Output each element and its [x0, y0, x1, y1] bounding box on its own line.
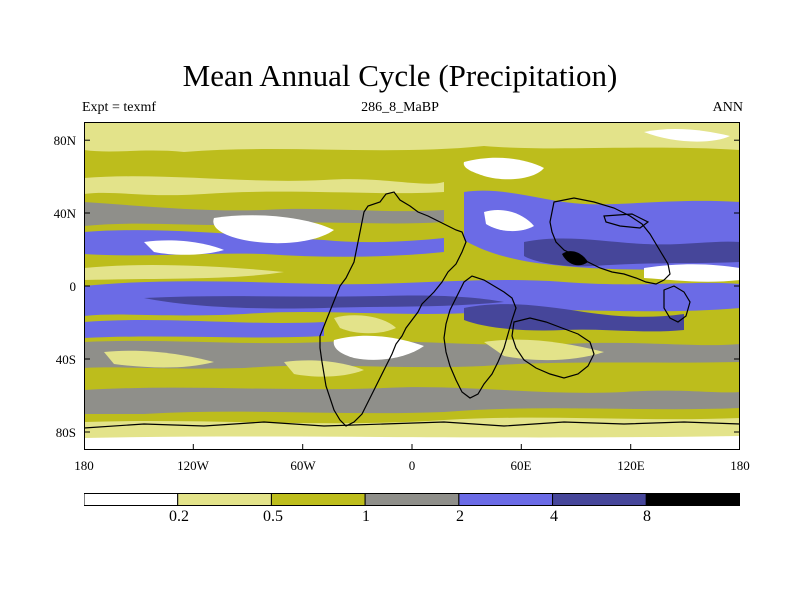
- experiment-label: Expt = texmf: [82, 100, 156, 115]
- map-title: Mean Annual Cycle (Precipitation): [182, 58, 618, 93]
- season-label: ANN: [712, 100, 743, 115]
- lat-label-80s: 80S: [55, 425, 76, 440]
- lon-label-60w: 60W: [290, 458, 316, 473]
- colorbar-box-3: [364, 493, 460, 506]
- lat-label-40s: 40S: [55, 352, 76, 367]
- lon-label-180e: 180: [730, 458, 750, 473]
- colorbar-box-6: [645, 493, 740, 506]
- lat-label-0: 0: [69, 279, 77, 294]
- colorbar-label-0: 0.2: [169, 508, 189, 525]
- period-label: 286_8_MaBP: [361, 100, 439, 115]
- lon-label-120w: 120W: [177, 458, 209, 473]
- lon-label-0: 0: [408, 458, 416, 473]
- colorbar-box-5: [552, 493, 647, 506]
- lon-label-60e: 60E: [510, 458, 532, 473]
- colorbar-box-0: [84, 493, 179, 506]
- precipitation-map: [84, 122, 740, 450]
- colorbar-label-3: 2: [456, 508, 464, 525]
- lon-label-120e: 120E: [617, 458, 645, 473]
- colorbar-label-1: 0.5: [263, 508, 283, 525]
- colorbar-label-5: 8: [643, 508, 651, 525]
- lat-label-80n: 80N: [53, 133, 76, 148]
- colorbar-box-2: [270, 493, 366, 506]
- colorbar-box-1: [177, 493, 272, 506]
- colorbar-box-4: [458, 493, 554, 506]
- colorbar-label-2: 1: [362, 508, 370, 525]
- lat-label-40n: 40N: [53, 206, 76, 221]
- colorbar: [84, 493, 740, 506]
- lon-label-180w: 180: [74, 458, 94, 473]
- colorbar-label-4: 4: [550, 508, 558, 525]
